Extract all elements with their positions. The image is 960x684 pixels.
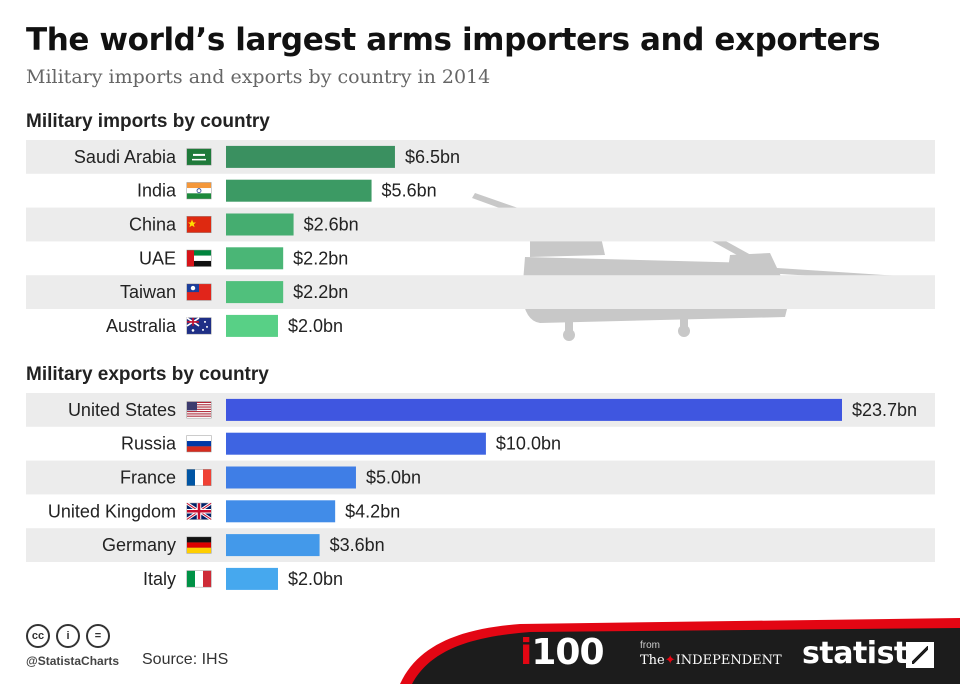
bar: [226, 432, 486, 455]
imports-heading: Military imports by country: [26, 111, 270, 132]
category-label: Italy: [143, 569, 176, 589]
flag-russia-icon: [186, 435, 212, 453]
flag-uk-icon: [186, 502, 212, 521]
value-label: $5.0bn: [366, 468, 421, 488]
value-label: $2.6bn: [304, 215, 359, 235]
category-label: United Kingdom: [48, 501, 176, 521]
category-label: China: [129, 215, 177, 235]
row-stripe: [26, 140, 935, 174]
bar-chart: Saudi Arabia $6.5bn India $5.6bn China $2.6bn…: [26, 140, 935, 590]
by-icon: i: [56, 624, 80, 648]
bar: [226, 145, 395, 168]
bar: [226, 281, 284, 304]
category-label: France: [120, 468, 176, 488]
independent-logo: The✦INDEPENDENT: [640, 653, 782, 668]
value-label: $4.2bn: [345, 501, 400, 521]
i100-logo: i100: [520, 632, 605, 673]
value-label: $2.0bn: [288, 316, 343, 336]
category-label: Russia: [121, 434, 177, 454]
flag-france-icon: [186, 469, 212, 486]
statista-handle: @StatistaCharts: [26, 654, 120, 668]
from-label: from: [640, 640, 660, 651]
bar: [226, 466, 356, 489]
category-label: United States: [68, 400, 176, 420]
nd-icon: =: [86, 624, 110, 648]
footer-band: [400, 618, 960, 684]
flag-china-icon: [186, 216, 212, 233]
flag-usa-icon: [186, 401, 212, 419]
value-label: $2.2bn: [293, 248, 348, 268]
value-label: $2.0bn: [288, 569, 343, 589]
row-stripe: [26, 207, 935, 242]
category-label: Australia: [106, 316, 177, 336]
cc-icon: cc: [26, 624, 50, 648]
bar: [226, 398, 842, 421]
value-label: $5.6bn: [382, 181, 437, 201]
flag-italy-icon: [186, 570, 212, 588]
bar: [226, 179, 372, 202]
bar: [226, 247, 284, 270]
category-label: Germany: [102, 535, 176, 555]
license-icons: cc i =: [26, 624, 110, 648]
exports-heading: Military exports by country: [26, 364, 269, 385]
value-label: $23.7bn: [852, 400, 917, 420]
value-label: $10.0bn: [496, 434, 561, 454]
flag-australia-icon: [186, 317, 212, 335]
source-text: Source: IHS: [142, 651, 229, 668]
flag-india-icon: [186, 182, 212, 200]
row-stripe: [26, 275, 935, 309]
bar: [226, 213, 294, 236]
statista-mark-icon: [906, 642, 934, 668]
page-subtitle: Military imports and exports by country …: [26, 66, 491, 88]
bar: [226, 314, 278, 337]
flag-saudi-arabia-icon: [186, 148, 212, 166]
page-title: The world’s largest arms importers and e…: [26, 22, 881, 58]
bar: [226, 534, 320, 557]
category-label: Taiwan: [120, 282, 176, 302]
category-label: India: [137, 181, 177, 201]
value-label: $2.2bn: [293, 282, 348, 302]
category-label: Saudi Arabia: [74, 147, 177, 167]
bar: [226, 500, 336, 523]
flag-taiwan-icon: [186, 283, 212, 301]
flag-uae-icon: [186, 249, 212, 267]
category-label: UAE: [139, 248, 176, 268]
flag-germany-icon: [186, 536, 212, 554]
row-stripe: [26, 528, 935, 562]
row-stripe: [26, 460, 935, 495]
bar: [226, 567, 278, 590]
value-label: $6.5bn: [405, 147, 460, 167]
value-label: $3.6bn: [330, 535, 385, 555]
